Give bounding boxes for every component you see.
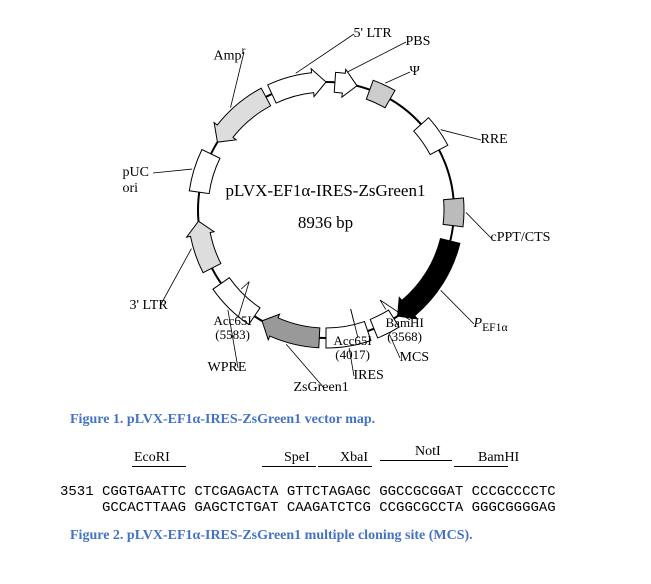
- feature-label: 3' LTR: [130, 298, 168, 314]
- feature-puc-ori: [189, 150, 220, 194]
- plasmid-name: pLVX-EF1α-IRES-ZsGreen18936 bp: [221, 180, 431, 234]
- enzyme-label: EcoRI: [134, 450, 170, 466]
- feature-label: pUCori: [123, 165, 149, 197]
- figure1-caption: Figure 1. pLVX-EF1α-IRES-ZsGreen1 vector…: [70, 412, 651, 428]
- mcs-seq-top: CGGTGAATTC CTCGAGACTA GTTCTAGAGC GGCCGCG…: [102, 484, 556, 500]
- mcs-enzyme-row: EcoRISpeIXbaINotIBamHI: [60, 448, 651, 484]
- mcs-block: EcoRISpeIXbaINotIBamHI 3531 CGGTGAATTC C…: [60, 448, 651, 516]
- feature-p-ef1-: [397, 239, 459, 319]
- feature-label: WPRE: [208, 360, 247, 376]
- feature--: [366, 80, 395, 107]
- feature-label: cPPT/CTS: [491, 230, 551, 246]
- feature-label: RRE: [481, 132, 508, 148]
- site-label: Acc65I(4017): [334, 334, 372, 363]
- feature-label: PBS: [406, 34, 431, 50]
- feature-3-ltr: [186, 221, 220, 272]
- mcs-position: 3531: [60, 484, 102, 500]
- feature-amp-r: [214, 88, 270, 142]
- site-label: Acc65I(5583): [214, 314, 252, 343]
- site-label: BamHI(3568): [386, 316, 424, 345]
- enzyme-underline: [262, 466, 316, 467]
- feature-zsgreen1: [262, 314, 320, 348]
- feature-label: ZsGreen1: [294, 380, 349, 396]
- enzyme-underline: [380, 460, 452, 461]
- feature-label: Ampr: [214, 44, 246, 65]
- enzyme-label: BamHI: [478, 450, 519, 466]
- mcs-seq-bottom-row: GCCACTTAAG GAGCTCTGAT CAAGATCTCG CCGGCGC…: [60, 500, 651, 516]
- enzyme-underline: [454, 466, 508, 467]
- enzyme-label: NotI: [415, 444, 441, 460]
- figure2-caption: Figure 2. pLVX-EF1α-IRES-ZsGreen1 multip…: [70, 528, 651, 544]
- feature-label: PEF1α: [474, 316, 508, 334]
- mcs-seq-bottom: GCCACTTAAG GAGCTCTGAT CAAGATCTCG CCGGCGC…: [102, 500, 556, 516]
- feature-pbs: [334, 69, 357, 97]
- feature-5-ltr: [267, 69, 325, 103]
- feature-label: MCS: [400, 350, 430, 366]
- mcs-seq-top-row: 3531 CGGTGAATTC CTCGAGACTA GTTCTAGAGC GG…: [60, 484, 651, 500]
- feature-label: Ψ: [410, 64, 420, 80]
- enzyme-label: XbaI: [340, 450, 368, 466]
- feature-label: IRES: [354, 368, 384, 384]
- plasmid-map: pLVX-EF1α-IRES-ZsGreen18936 bp 5' LTR PBS…: [96, 20, 596, 400]
- feature-cppt-cts: [443, 198, 464, 227]
- enzyme-label: SpeI: [284, 450, 310, 466]
- enzyme-underline: [132, 466, 186, 467]
- enzyme-underline: [318, 466, 372, 467]
- feature-label: 5' LTR: [354, 26, 392, 42]
